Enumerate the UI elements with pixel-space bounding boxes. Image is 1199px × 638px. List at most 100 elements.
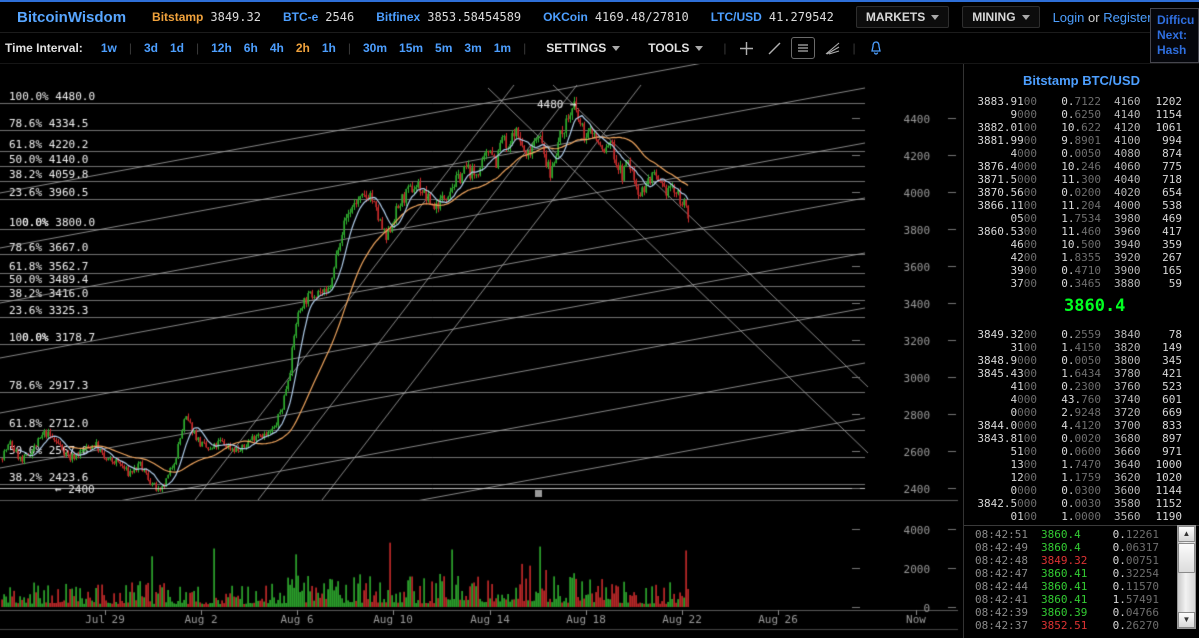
last-price: 3860.4 bbox=[1064, 296, 1126, 316]
ask-row: 9000 0.6250 4140 1154 bbox=[1010, 108, 1183, 121]
ticker-value: 3853.58454589 bbox=[427, 10, 522, 24]
ticker-label[interactable]: Bitstamp bbox=[152, 10, 204, 24]
ask-row: 0500 1.7534 3980 469 bbox=[1010, 212, 1183, 225]
price-chart-canvas[interactable] bbox=[0, 64, 963, 638]
time-interval-label: Time Interval: bbox=[5, 41, 83, 55]
ask-row: 4600 10.500 3940 359 bbox=[1010, 238, 1183, 251]
ticker-label[interactable]: OKCoin bbox=[543, 10, 588, 24]
top-blue-edge bbox=[0, 0, 1199, 2]
ask-row: 3883.9100 0.7122 4160 1202 bbox=[977, 95, 1182, 108]
trade-row: 08:42:48 3849.32 0.00751 bbox=[975, 554, 1159, 567]
register-link[interactable]: Register bbox=[1103, 9, 1152, 25]
mining-menu-button[interactable]: MINING bbox=[962, 6, 1040, 28]
ticker-label[interactable]: Bitfinex bbox=[376, 10, 421, 24]
ask-row: 3871.5000 11.300 4040 718 bbox=[977, 173, 1182, 186]
tools-menu-button[interactable]: TOOLS bbox=[648, 41, 704, 55]
difficulty-info-box: Difficu Next: Hash bbox=[1150, 8, 1199, 63]
top-navigation-bar: BitcoinWisdom Bitstamp 3849.32 BTC-e 2546 Bi… bbox=[0, 2, 1199, 33]
ask-row: 3866.1100 11.204 4000 538 bbox=[977, 199, 1182, 212]
ask-row: 3860.5300 11.460 3960 417 bbox=[977, 225, 1182, 238]
bid-row: 0000 2.9248 3720 669 bbox=[1010, 406, 1183, 419]
ticker-value: 4169.48/27810 bbox=[594, 10, 689, 24]
ticker-value: 41.279542 bbox=[768, 10, 834, 24]
bid-row: 0000 0.0300 3600 1144 bbox=[1010, 484, 1183, 497]
ask-row: 3870.5600 0.0200 4020 654 bbox=[977, 186, 1182, 199]
bid-row: 3845.4300 1.6434 3780 421 bbox=[977, 367, 1182, 380]
chevron-down-icon bbox=[931, 14, 940, 20]
toolbar-divider: | bbox=[852, 41, 856, 55]
trade-row: 08:42:51 3860.4 0.12261 bbox=[975, 528, 1159, 541]
interval-15m[interactable]: 15m bbox=[399, 41, 424, 55]
difficulty-line: Difficu bbox=[1157, 13, 1195, 27]
ask-row: 3881.9900 9.8901 4100 994 bbox=[977, 134, 1182, 147]
ask-row: 3700 0.3465 3880 59 bbox=[1010, 277, 1183, 290]
chevron-down-icon bbox=[1021, 14, 1030, 20]
fib-fan-icon[interactable] bbox=[821, 38, 843, 58]
panel-title: Bitstamp BTC/USD bbox=[1022, 73, 1140, 88]
alert-bell-icon[interactable] bbox=[865, 38, 887, 58]
ask-row: 4200 1.8355 3920 267 bbox=[1010, 251, 1183, 264]
trade-row: 08:42:49 3860.4 0.06317 bbox=[975, 541, 1159, 554]
interval-4h[interactable]: 4h bbox=[269, 41, 284, 55]
ask-row: 3900 0.4710 3900 165 bbox=[1010, 264, 1183, 277]
settings-menu-button[interactable]: SETTINGS bbox=[546, 41, 621, 55]
bid-row: 1200 1.1759 3620 1020 bbox=[1010, 471, 1183, 484]
trade-row: 08:42:47 3860.41 0.32254 bbox=[975, 567, 1159, 580]
markets-menu-button[interactable]: MARKETS bbox=[855, 6, 950, 28]
crosshair-icon[interactable] bbox=[735, 38, 757, 58]
bid-row: 3849.3200 0.2559 3840 78 bbox=[977, 328, 1182, 341]
chevron-down-icon bbox=[695, 45, 704, 51]
bid-depth-list: 3849.3200 0.2559 3840 78 3100 1.4150 3820 149 38… bbox=[964, 328, 1199, 523]
bid-row: 3843.8100 0.0020 3680 897 bbox=[977, 432, 1182, 445]
auth-or-text: or bbox=[1088, 9, 1100, 25]
interval-1h[interactable]: 1h bbox=[321, 41, 336, 55]
trades-scrollbar[interactable]: ▲ ▼ bbox=[1177, 525, 1196, 629]
interval-5m[interactable]: 5m bbox=[435, 41, 453, 55]
interval-3m[interactable]: 3m bbox=[464, 41, 482, 55]
interval-1m[interactable]: 1m bbox=[493, 41, 512, 55]
ask-row: 4000 0.0050 4080 874 bbox=[1010, 147, 1183, 160]
ask-row: 3882.0100 10.622 4120 1061 bbox=[977, 121, 1182, 134]
trade-row: 08:42:39 3860.39 0.04766 bbox=[975, 606, 1159, 619]
markets-menu-label: MARKETS bbox=[865, 10, 926, 24]
next-line: Next: bbox=[1157, 28, 1188, 42]
interval-3d[interactable]: 3d bbox=[143, 41, 158, 55]
trade-history-list: 08:42:51 3860.4 0.12261 08:42:49 3860.4 0.063… bbox=[964, 528, 1199, 632]
ticker-label[interactable]: BTC-e bbox=[282, 10, 319, 24]
app-logo[interactable]: BitcoinWisdom bbox=[17, 8, 127, 26]
horizontal-lines-icon[interactable] bbox=[791, 37, 816, 59]
mining-menu-label: MINING bbox=[972, 10, 1016, 24]
ask-row: 3876.4000 10.246 4060 775 bbox=[977, 160, 1182, 173]
bid-row: 3842.5000 0.0030 3580 1152 bbox=[977, 497, 1182, 510]
bid-row: 1300 1.7470 3640 1000 bbox=[1010, 458, 1183, 471]
trendline-icon[interactable] bbox=[763, 38, 785, 58]
interval-12h[interactable]: 12h bbox=[211, 41, 232, 55]
trade-row: 08:42:41 3860.41 1.57491 bbox=[975, 593, 1159, 606]
ticker-value: 3849.32 bbox=[210, 10, 261, 24]
login-link[interactable]: Login bbox=[1052, 9, 1085, 25]
interval-30m[interactable]: 30m bbox=[362, 41, 388, 55]
chart-toolbar: Time Interval: 1w | 3d 1d | 12h 6h 4h 2h 1h | 30m 15… bbox=[0, 33, 1199, 64]
scrollbar-thumb[interactable] bbox=[1178, 543, 1195, 573]
ticker-label[interactable]: LTC/USD bbox=[710, 10, 762, 24]
bid-row: 5100 0.0600 3660 971 bbox=[1010, 445, 1183, 458]
trade-row: 08:42:44 3860.41 0.11570 bbox=[975, 580, 1159, 593]
ticker-value: 2546 bbox=[325, 10, 355, 24]
toolbar-divider: | bbox=[347, 41, 351, 55]
scroll-down-icon[interactable]: ▼ bbox=[1178, 612, 1195, 628]
bid-row: 3844.0000 4.4120 3700 833 bbox=[977, 419, 1182, 432]
toolbar-divider: | bbox=[195, 41, 200, 55]
bid-row: 4100 0.2300 3760 523 bbox=[1010, 380, 1183, 393]
chevron-down-icon bbox=[612, 45, 621, 51]
interval-selector: 1w | 3d 1d | 12h 6h 4h 2h 1h | 30m 15m 5m 3m 1m | bbox=[95, 39, 532, 57]
interval-6h[interactable]: 6h bbox=[243, 41, 258, 55]
interval-2h[interactable]: 2h bbox=[295, 41, 310, 55]
toolbar-divider: | bbox=[723, 41, 727, 55]
order-book-panel: Bitstamp BTC/USD 3883.9100 0.7122 4160 1202… bbox=[963, 64, 1199, 638]
interval-1w[interactable]: 1w bbox=[100, 41, 117, 55]
interval-1d[interactable]: 1d bbox=[169, 41, 184, 55]
toolbar-divider: | bbox=[523, 41, 527, 55]
scroll-up-icon[interactable]: ▲ bbox=[1178, 526, 1195, 542]
bid-row: 3100 1.4150 3820 149 bbox=[1010, 341, 1183, 354]
